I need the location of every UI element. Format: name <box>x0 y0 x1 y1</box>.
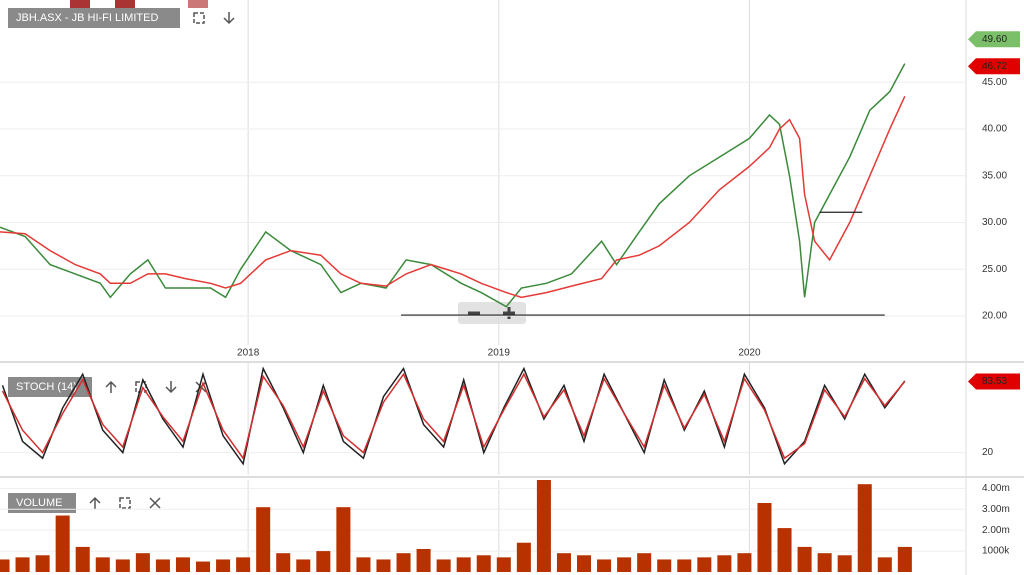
volume-bar <box>216 559 231 572</box>
volume-bar <box>697 557 712 572</box>
icon-down[interactable] <box>165 381 177 394</box>
volume-bar <box>556 553 571 572</box>
price-tag-label: 46.72 <box>982 61 1007 72</box>
y-tick-label: 40.00 <box>982 124 1007 135</box>
volume-bar <box>777 528 792 572</box>
tab-marker[interactable] <box>70 0 90 8</box>
panel-title: JBH.ASX - JB HI-FI LIMITED <box>16 12 158 24</box>
volume-bar <box>316 551 331 572</box>
icon-expand[interactable] <box>193 12 205 24</box>
volume-bar <box>677 559 692 572</box>
volume-bar <box>376 559 391 572</box>
y-tick-label: 35.00 <box>982 170 1007 181</box>
y-tick-label: 20.00 <box>982 311 1007 322</box>
volume-bar <box>236 557 251 572</box>
volume-bar <box>416 549 431 572</box>
price-tag <box>968 58 1020 75</box>
volume-bar <box>256 507 271 572</box>
volume-bar <box>396 553 411 572</box>
series-line <box>0 95 906 299</box>
volume-bar <box>15 557 30 572</box>
y-tick-label: 1000k <box>982 546 1010 557</box>
y-tick-label: 4.00m <box>982 483 1010 494</box>
volume-bar <box>155 559 170 572</box>
up-icon <box>105 380 117 393</box>
y-tick-label: 20 <box>982 447 994 458</box>
x-tick-label: 2020 <box>738 348 761 359</box>
panel-header <box>8 377 92 397</box>
volume-bar <box>637 553 652 572</box>
volume-bar <box>617 557 632 572</box>
volume-bar <box>55 515 70 572</box>
icon-expand[interactable] <box>119 497 131 509</box>
up-icon <box>89 496 101 509</box>
volume-bar <box>877 557 892 572</box>
volume-bar <box>476 555 491 572</box>
volume-bar <box>35 555 50 572</box>
volume-bar <box>717 555 732 572</box>
tab-marker[interactable] <box>115 0 135 8</box>
volume-bar <box>597 559 612 572</box>
volume-bar <box>897 546 912 572</box>
series-line <box>0 63 906 308</box>
volume-bar <box>536 480 551 572</box>
panel-header <box>8 493 76 513</box>
panel-title: STOCH (14) <box>16 381 77 393</box>
volume-bar <box>115 559 130 572</box>
volume-bar <box>95 557 110 572</box>
volume-bar <box>757 503 772 572</box>
zoom-controls <box>458 302 526 324</box>
expand-icon <box>193 12 205 24</box>
y-tick-label: 45.00 <box>982 77 1007 88</box>
icon-up[interactable] <box>89 496 101 509</box>
y-tick-label: 2.00m <box>982 525 1010 536</box>
volume-bar <box>75 546 90 572</box>
tab-marker[interactable] <box>188 0 208 8</box>
volume-bar <box>336 507 351 572</box>
icon-up[interactable] <box>105 380 117 393</box>
volume-bar <box>857 484 872 572</box>
expand-icon <box>119 497 131 509</box>
volume-bar <box>296 559 311 572</box>
volume-bar <box>0 559 10 572</box>
volume-bar <box>456 557 471 572</box>
icon-down[interactable] <box>223 12 235 25</box>
x-tick-label: 2018 <box>237 348 260 359</box>
volume-bar <box>356 557 371 572</box>
volume-bar <box>737 553 752 572</box>
volume-bar <box>576 555 592 572</box>
close-icon <box>149 497 161 509</box>
volume-bar <box>496 557 511 572</box>
series-line <box>1 372 906 460</box>
panel-title: VOLUME <box>16 497 62 509</box>
volume-bar <box>276 553 291 572</box>
volume-bar <box>657 559 672 572</box>
volume-bar <box>817 553 832 572</box>
panel-header <box>8 8 180 28</box>
down-icon <box>165 381 177 394</box>
price-tag-label: 49.60 <box>982 34 1007 45</box>
x-tick-label: 2019 <box>488 348 511 359</box>
volume-bar <box>516 542 531 572</box>
y-tick-label: 25.00 <box>982 264 1007 275</box>
icon-close[interactable] <box>149 497 161 509</box>
volume-bar <box>135 553 150 572</box>
price-tag-label: 83.53 <box>982 376 1007 387</box>
volume-bar <box>175 557 190 572</box>
price-tag <box>968 31 1020 48</box>
volume-bar <box>797 546 812 572</box>
y-tick-label: 3.00m <box>982 504 1010 515</box>
volume-bar <box>196 561 211 572</box>
volume-bar <box>436 559 451 572</box>
price-tag <box>968 373 1020 390</box>
down-icon <box>223 12 235 25</box>
volume-bar <box>837 555 852 572</box>
y-tick-label: 30.00 <box>982 217 1007 228</box>
